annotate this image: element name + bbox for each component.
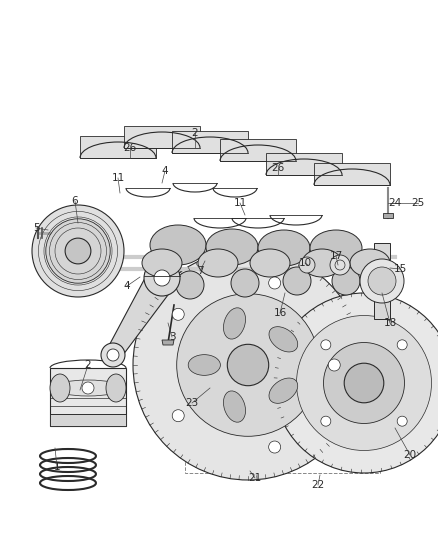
Text: 21: 21 xyxy=(248,473,261,483)
Circle shape xyxy=(344,363,384,403)
Text: 1: 1 xyxy=(54,462,60,472)
Text: 15: 15 xyxy=(393,264,406,274)
Circle shape xyxy=(268,441,281,453)
Polygon shape xyxy=(106,270,175,359)
Circle shape xyxy=(299,257,315,273)
Bar xyxy=(314,163,390,185)
Text: 7: 7 xyxy=(197,266,203,276)
Ellipse shape xyxy=(223,308,246,339)
Circle shape xyxy=(101,343,125,367)
Text: 4: 4 xyxy=(162,166,168,176)
Text: 11: 11 xyxy=(233,198,247,208)
Text: 24: 24 xyxy=(389,198,402,208)
Circle shape xyxy=(321,416,331,426)
Text: 23: 23 xyxy=(185,398,198,408)
Circle shape xyxy=(231,269,259,297)
Polygon shape xyxy=(162,340,174,345)
Ellipse shape xyxy=(150,225,206,265)
Polygon shape xyxy=(374,243,390,319)
Circle shape xyxy=(397,340,407,350)
Text: 17: 17 xyxy=(329,251,343,261)
Ellipse shape xyxy=(198,249,238,277)
Circle shape xyxy=(332,267,360,295)
Ellipse shape xyxy=(223,391,246,422)
Text: 4: 4 xyxy=(124,281,131,291)
Circle shape xyxy=(107,349,119,361)
Circle shape xyxy=(172,410,184,422)
Ellipse shape xyxy=(188,354,220,375)
Circle shape xyxy=(360,259,404,303)
Bar xyxy=(185,273,380,473)
Circle shape xyxy=(328,359,340,371)
Circle shape xyxy=(172,308,184,320)
Circle shape xyxy=(324,343,405,424)
Text: 6: 6 xyxy=(72,196,78,206)
Bar xyxy=(50,414,126,426)
Polygon shape xyxy=(50,368,126,426)
Ellipse shape xyxy=(53,380,123,396)
Text: 5: 5 xyxy=(33,223,39,233)
Ellipse shape xyxy=(206,229,258,265)
Text: 20: 20 xyxy=(403,450,417,460)
Ellipse shape xyxy=(269,378,298,403)
Text: 2: 2 xyxy=(192,128,198,138)
Circle shape xyxy=(268,277,281,289)
Circle shape xyxy=(227,344,268,386)
Text: 18: 18 xyxy=(383,318,397,328)
Circle shape xyxy=(297,316,431,450)
Circle shape xyxy=(330,255,350,275)
Ellipse shape xyxy=(302,249,342,277)
Ellipse shape xyxy=(106,374,126,402)
Ellipse shape xyxy=(250,249,290,277)
Text: 2: 2 xyxy=(85,360,91,370)
Circle shape xyxy=(65,238,91,264)
Text: 25: 25 xyxy=(411,198,424,208)
Circle shape xyxy=(176,271,204,299)
Text: 26: 26 xyxy=(272,163,285,173)
Circle shape xyxy=(283,267,311,295)
Polygon shape xyxy=(383,213,393,218)
Circle shape xyxy=(177,294,319,437)
Circle shape xyxy=(368,267,396,295)
Ellipse shape xyxy=(258,230,310,266)
Text: 3: 3 xyxy=(169,332,175,342)
Text: 11: 11 xyxy=(111,173,125,183)
Circle shape xyxy=(82,382,94,394)
Ellipse shape xyxy=(350,249,390,277)
Text: 10: 10 xyxy=(298,258,311,268)
Circle shape xyxy=(154,270,170,286)
Text: 16: 16 xyxy=(273,308,286,318)
Ellipse shape xyxy=(310,230,362,266)
Text: 22: 22 xyxy=(311,480,325,490)
Ellipse shape xyxy=(50,374,70,402)
Circle shape xyxy=(397,416,407,426)
Circle shape xyxy=(32,205,124,297)
Bar xyxy=(172,131,248,153)
Bar xyxy=(220,139,296,161)
Ellipse shape xyxy=(269,327,298,352)
Circle shape xyxy=(46,219,110,283)
Circle shape xyxy=(144,260,180,296)
Bar xyxy=(124,126,200,148)
Text: 26: 26 xyxy=(124,143,137,153)
Circle shape xyxy=(133,250,363,480)
Ellipse shape xyxy=(142,249,182,277)
Circle shape xyxy=(321,340,331,350)
Bar xyxy=(80,136,156,158)
Bar xyxy=(266,153,342,175)
Circle shape xyxy=(274,293,438,473)
